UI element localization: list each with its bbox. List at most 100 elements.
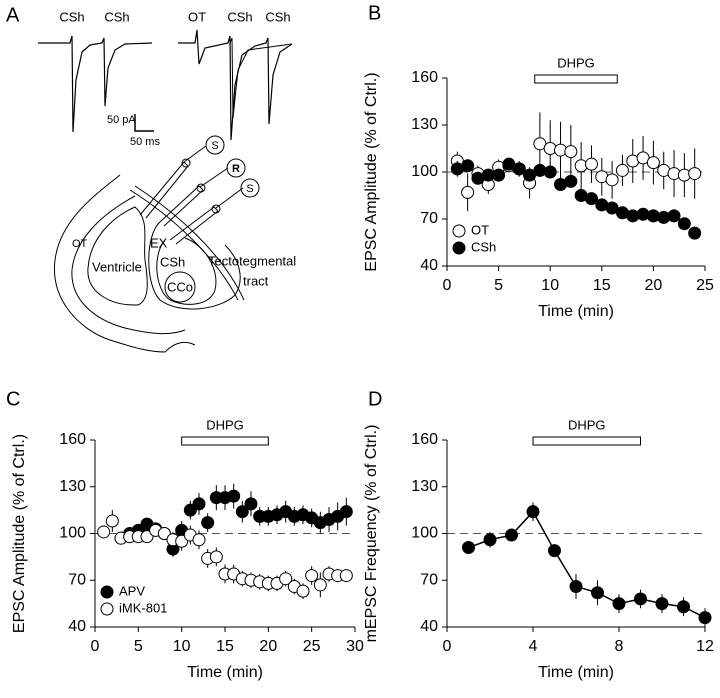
legend-marker [452, 241, 466, 255]
trace-label: CSh [265, 9, 290, 24]
marker [183, 503, 197, 517]
marker [97, 525, 111, 539]
region-label: CSh [160, 254, 185, 269]
marker [227, 489, 241, 503]
electrode-head [240, 178, 260, 198]
series-line [468, 510, 706, 619]
x-tick-label: 8 [615, 638, 624, 655]
marker [615, 163, 629, 177]
marker [175, 534, 189, 548]
x-tick-label: 0 [443, 277, 452, 294]
x-tick-label: 12 [696, 638, 714, 655]
drug-bar [181, 436, 269, 446]
x-tick-label: 4 [529, 638, 538, 655]
marker [667, 209, 681, 223]
y-tick-label: 70 [420, 571, 438, 588]
panel-a: A CSh CSh OT CSh CSh 50 pA 50 ms S R S O… [6, 4, 296, 353]
marker [512, 162, 526, 176]
y-tick-label: 40 [68, 618, 86, 635]
y-tick-label: 160 [411, 69, 438, 86]
y-tick-label: 160 [411, 431, 438, 448]
chart: D 40 70 100 130 160 0 4 8 12 Time (min) mEPSC Frequ… [363, 388, 714, 681]
marker [339, 505, 353, 519]
marker [526, 505, 540, 519]
marker [564, 174, 578, 188]
electrode [169, 187, 244, 245]
trace-label: CSh [59, 9, 84, 24]
x-tick-label: 25 [303, 638, 321, 655]
x-tick-label: 10 [173, 638, 191, 655]
marker [235, 505, 249, 519]
region-label: OT [72, 238, 88, 250]
x-tick-label: 10 [541, 277, 559, 294]
y-axis-label: mEPSC Frequency (% of Ctrl.) [363, 425, 380, 643]
marker [655, 597, 669, 611]
marker [305, 569, 319, 583]
marker [339, 569, 353, 583]
cco-outline [164, 271, 196, 303]
y-tick-label: 100 [411, 163, 438, 180]
brain-outline [71, 195, 186, 335]
y-tick-label: 70 [420, 210, 438, 227]
drug-label: DHPG [568, 417, 606, 432]
scale-label: 50 ms [130, 136, 160, 148]
marker [461, 159, 475, 173]
marker [548, 544, 561, 558]
panel-letter: B [368, 2, 381, 24]
marker [677, 600, 690, 614]
trace-label: OT [188, 9, 206, 24]
y-tick-label: 40 [420, 618, 438, 635]
trace-label: CSh [227, 9, 252, 24]
marker [677, 217, 691, 231]
panel-letter: C [6, 388, 20, 410]
marker [584, 192, 598, 206]
electrode-tip [196, 183, 206, 193]
x-tick-label: 20 [645, 277, 663, 294]
drug-bar [534, 74, 618, 84]
electrode [159, 167, 229, 227]
x-tick-label: 5 [134, 638, 143, 655]
marker [505, 528, 518, 542]
chart: C 40 70 100 130 160 0 5 10 15 20 25 30 Time (min) EPSC… [6, 388, 364, 681]
legend-label: iMK-801 [119, 600, 167, 615]
marker [105, 514, 119, 528]
marker [605, 173, 619, 187]
legend-marker [452, 224, 466, 238]
ventricle [87, 206, 148, 306]
region-label: Ventricle [92, 259, 142, 274]
marker [192, 533, 206, 547]
panel-letter: D [368, 388, 382, 410]
y-tick-label: 130 [411, 478, 438, 495]
marker [461, 185, 475, 199]
marker [634, 592, 647, 606]
x-axis-label: Time (min) [538, 664, 614, 681]
trace-label: CSh [104, 9, 129, 24]
legend-label: CSh [471, 239, 496, 254]
drug-bar [532, 436, 641, 446]
marker [140, 530, 154, 544]
x-tick-label: 20 [259, 638, 277, 655]
marker [584, 157, 598, 171]
x-tick-label: 25 [696, 277, 714, 294]
brain-outline [53, 174, 196, 353]
drug-label: DHPG [557, 55, 595, 70]
marker [201, 516, 215, 530]
marker [244, 497, 258, 511]
y-tick-label: 40 [420, 257, 438, 274]
x-axis-label: Time (min) [538, 303, 614, 320]
panel-letter: A [6, 4, 20, 26]
trace [178, 29, 293, 141]
tract [129, 185, 245, 301]
marker [209, 550, 223, 564]
marker [313, 578, 327, 592]
marker [296, 584, 310, 598]
x-tick-label: 15 [593, 277, 611, 294]
electrode-label: R [232, 163, 240, 175]
region-label: EX [150, 235, 168, 250]
y-axis-label: EPSC Amplitude (% of Ctrl.) [363, 72, 380, 271]
marker [688, 167, 702, 181]
trace [38, 35, 153, 133]
y-axis-label: EPSC Amplitude (% of Ctrl.) [11, 434, 28, 633]
marker [569, 579, 583, 593]
